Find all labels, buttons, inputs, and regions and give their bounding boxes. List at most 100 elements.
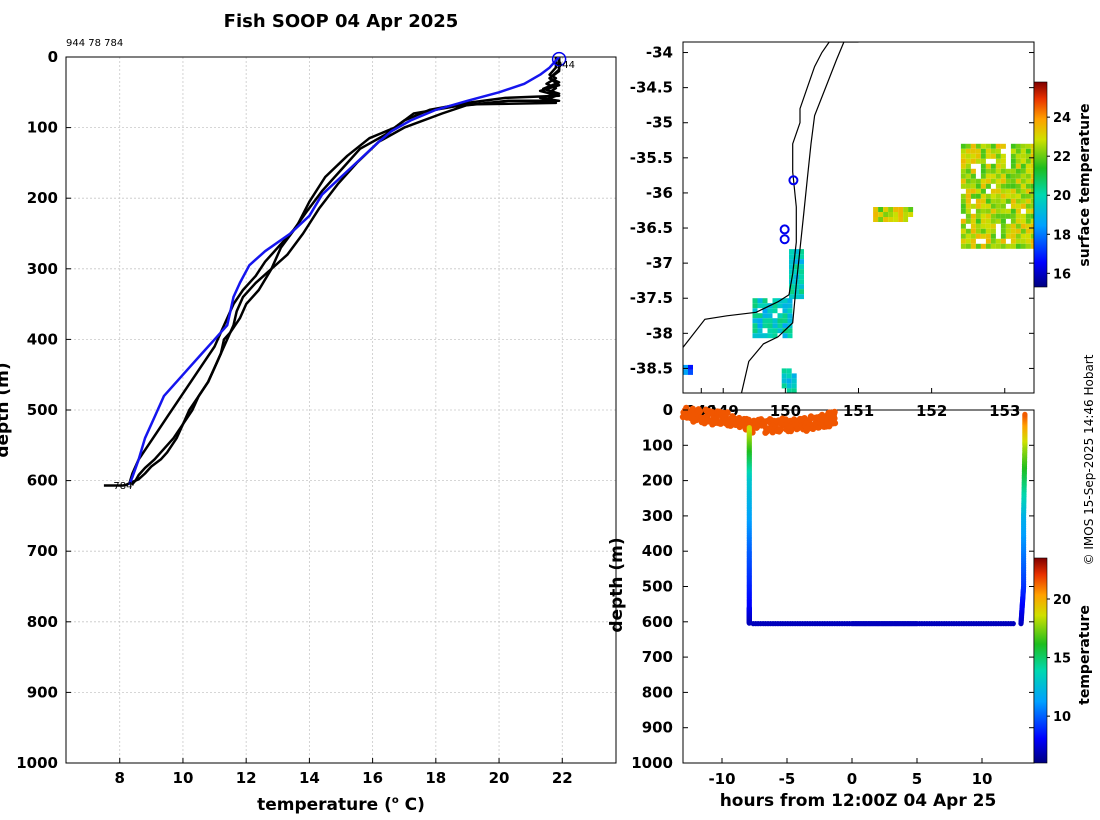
profile-annotations: 944 784: [113, 51, 575, 492]
map-x-tick-label: 152: [916, 402, 947, 420]
sst-cell: [1020, 203, 1026, 209]
sst-cell: [1025, 238, 1031, 244]
profile-annotation: 784: [113, 481, 132, 492]
map-y-tick-label: -38.5: [630, 359, 673, 377]
sst-cell: [1010, 208, 1016, 214]
sst-cell: [772, 308, 778, 314]
sst-cell: [794, 269, 799, 275]
sst-cell: [1030, 168, 1034, 174]
sst-cell: [1010, 203, 1016, 209]
sst-cell: [1020, 228, 1026, 234]
sst-cell: [1000, 188, 1006, 194]
sst-cell: [985, 218, 991, 224]
sst-cell: [980, 153, 986, 159]
sst-patch: [683, 364, 693, 375]
section-y-tick-label: 200: [642, 472, 673, 490]
sst-cell: [1005, 208, 1011, 214]
sst-cell: [980, 178, 986, 184]
sst-cell: [752, 298, 758, 304]
sst-cell: [791, 383, 797, 389]
map-colorbar-label: surface temperature: [1077, 103, 1093, 266]
sst-cell: [1025, 148, 1031, 154]
sst-cell: [1015, 213, 1021, 219]
sst-cell: [791, 373, 797, 379]
sst-cell: [794, 254, 799, 260]
sst-cell: [980, 148, 986, 154]
sst-cell: [1015, 188, 1021, 194]
section-plot-frame: [682, 409, 1035, 764]
sst-cell: [799, 279, 804, 285]
sst-cell: [1005, 228, 1011, 234]
profile-x-ticks: 8 10 12 14 16 18 20 22: [115, 758, 573, 787]
sst-cell: [799, 264, 804, 270]
profile-y-tick-label: 200: [27, 189, 58, 207]
sst-cell: [975, 218, 981, 224]
map-y-tick-label: -34.5: [630, 79, 673, 97]
sst-cell: [1025, 183, 1031, 189]
sst-cell: [960, 168, 966, 174]
map-y-tick-label: -38: [646, 324, 673, 342]
map-colorbar-tick-label: 20: [1053, 189, 1071, 204]
sst-cell: [1010, 168, 1016, 174]
sst-cell: [985, 178, 991, 184]
profile-y-axis-label: depth (m): [0, 362, 13, 457]
sst-cell: [960, 243, 966, 249]
sst-cell: [1030, 233, 1034, 239]
section-x-tick-label: -5: [779, 770, 796, 788]
sst-cell: [762, 303, 768, 309]
sst-cell: [1010, 163, 1016, 169]
sst-cell: [767, 328, 773, 334]
sst-cell: [990, 168, 996, 174]
sst-cell: [965, 173, 971, 179]
profile-y-tick-label: 500: [27, 401, 58, 419]
sst-cell: [965, 143, 971, 149]
sst-cell: [791, 378, 797, 384]
sst-cell: [1015, 143, 1021, 149]
sst-cell: [1030, 163, 1034, 169]
sst-cell: [903, 217, 909, 222]
sst-cell: [1000, 208, 1006, 214]
profile-line: [128, 57, 561, 486]
profile-y-tick-label: 800: [27, 613, 58, 631]
sst-cell: [990, 178, 996, 184]
sst-cell: [960, 223, 966, 229]
sst-cell: [980, 193, 986, 199]
sst-cell: [990, 203, 996, 209]
sst-cell: [789, 249, 794, 255]
sst-cell: [1030, 218, 1034, 224]
sst-cell: [970, 193, 976, 199]
sst-cell: [1025, 193, 1031, 199]
sst-cell: [960, 203, 966, 209]
sst-cell: [995, 153, 1001, 159]
sst-cell: [786, 388, 792, 393]
sst-cell: [1010, 183, 1016, 189]
sst-cell: [985, 213, 991, 219]
sst-cell: [789, 269, 794, 275]
sst-cell: [1025, 143, 1031, 149]
sst-cell: [970, 203, 976, 209]
section-series: [746, 425, 752, 626]
sst-cell: [995, 148, 1001, 154]
sst-cell: [990, 188, 996, 194]
section-y-tick-label: 800: [642, 683, 673, 701]
sst-cell: [970, 158, 976, 164]
sst-cell: [757, 303, 763, 309]
sst-cell: [960, 233, 966, 239]
sst-cell: [799, 294, 804, 300]
sst-cell: [985, 143, 991, 149]
sst-cell: [1025, 198, 1031, 204]
map-colorbar-tick-label: 16: [1053, 267, 1071, 282]
section-y-axis-label: depth (m): [607, 537, 627, 632]
sst-cell: [757, 328, 763, 334]
profile-x-axis-label: temperature (o C): [257, 795, 425, 815]
section-series: [750, 621, 1016, 627]
sst-cell: [1000, 173, 1006, 179]
section-point: [724, 409, 731, 416]
sst-cell: [965, 208, 971, 214]
sst-cell: [1010, 223, 1016, 229]
sst-cell: [960, 153, 966, 159]
section-series: [679, 404, 839, 436]
profile-y-tick-label: 700: [27, 542, 58, 560]
sst-cell: [1020, 243, 1026, 249]
sst-cell: [752, 333, 758, 339]
